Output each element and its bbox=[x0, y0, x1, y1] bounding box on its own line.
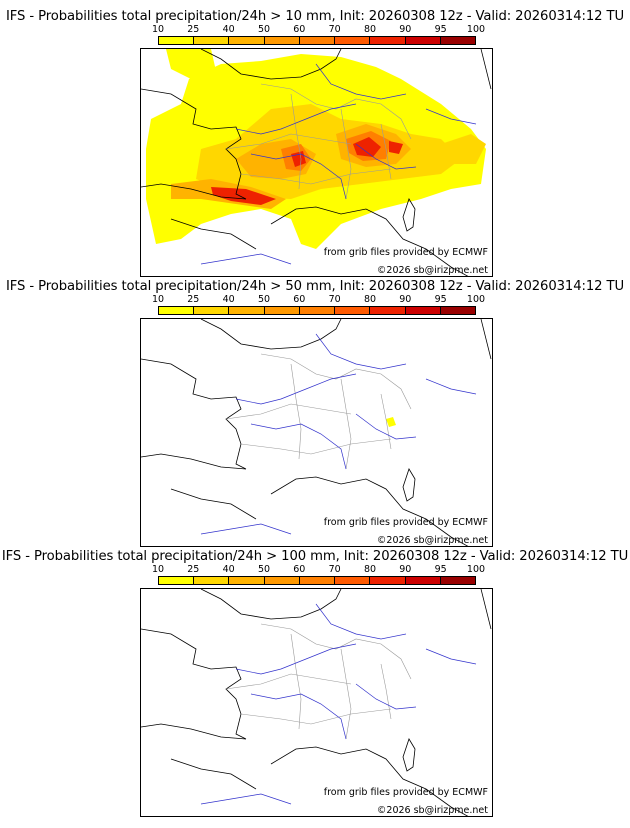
legend-swatch bbox=[405, 307, 441, 314]
legend-tick: 70 bbox=[328, 294, 341, 305]
panel-10mm: IFS - Probabilities total precipitation/… bbox=[0, 0, 630, 277]
legend-swatch bbox=[299, 37, 336, 44]
legend-tick: 100 bbox=[466, 294, 486, 305]
legend-swatch bbox=[194, 307, 230, 314]
legend-tick: 100 bbox=[466, 564, 486, 575]
legend-tick: 25 bbox=[187, 294, 200, 305]
legend-tick: 80 bbox=[363, 24, 377, 35]
credit-source: from grib files provided by ECMWF bbox=[323, 517, 488, 528]
map-canvas bbox=[141, 589, 492, 816]
legend-swatch bbox=[370, 307, 406, 314]
legend-swatch bbox=[264, 37, 300, 44]
legend-tick: 40 bbox=[222, 24, 235, 35]
legend-tick: 50 bbox=[257, 294, 271, 305]
legend-tick: 10 bbox=[151, 564, 165, 575]
country-borders bbox=[225, 353, 412, 470]
legend-colorbar bbox=[158, 576, 476, 585]
color-legend: 10 25 40 50 60 70 80 90 95 100 bbox=[140, 24, 485, 48]
legend-swatch bbox=[405, 577, 441, 584]
legend-tick: 40 bbox=[222, 564, 235, 575]
legend-swatch bbox=[159, 307, 195, 314]
legend-tick: 95 bbox=[434, 24, 447, 35]
legend-colorbar bbox=[158, 306, 476, 315]
precip-map: from grib files provided by ECMWF ©2026 … bbox=[140, 48, 493, 277]
legend-tick: 60 bbox=[293, 294, 306, 305]
legend-tick: 70 bbox=[328, 24, 341, 35]
coastlines bbox=[141, 589, 492, 816]
legend-swatch bbox=[440, 307, 475, 314]
legend-swatch bbox=[335, 307, 371, 314]
panel-title: IFS - Probabilities total precipitation/… bbox=[1, 549, 629, 564]
legend-tick: 40 bbox=[222, 294, 235, 305]
legend-tick: 60 bbox=[293, 24, 306, 35]
legend-swatch bbox=[264, 307, 300, 314]
legend-tick: 60 bbox=[293, 564, 306, 575]
legend-swatch bbox=[440, 577, 475, 584]
legend-swatch bbox=[194, 577, 230, 584]
credit-copyright: ©2026 sb@irizpme.net bbox=[376, 535, 488, 546]
credit-source: from grib files provided by ECMWF bbox=[323, 787, 488, 798]
legend-tick: 50 bbox=[257, 24, 271, 35]
color-legend: 10 25 40 50 60 70 80 90 95 100 bbox=[140, 564, 485, 588]
panel-title: IFS - Probabilities total precipitation/… bbox=[5, 279, 625, 294]
legend-swatch bbox=[159, 577, 195, 584]
legend-tick: 95 bbox=[434, 564, 447, 575]
legend-swatch bbox=[299, 307, 336, 314]
legend-tick: 70 bbox=[328, 564, 341, 575]
legend-swatch bbox=[299, 577, 336, 584]
coastlines bbox=[141, 319, 492, 546]
legend-swatch bbox=[229, 577, 265, 584]
legend-tick: 90 bbox=[399, 564, 412, 575]
credit-copyright: ©2026 sb@irizpme.net bbox=[376, 805, 488, 816]
precip-field bbox=[146, 49, 486, 249]
legend-swatch bbox=[370, 577, 406, 584]
legend-swatch bbox=[229, 307, 265, 314]
country-borders bbox=[225, 83, 412, 200]
precip-field bbox=[386, 417, 396, 427]
panel-100mm: IFS - Probabilities total precipitation/… bbox=[0, 540, 630, 817]
map-canvas bbox=[141, 319, 492, 546]
legend-tick: 80 bbox=[363, 564, 377, 575]
color-legend: 10 25 40 50 60 70 80 90 95 100 bbox=[140, 294, 485, 318]
credit-copyright: ©2026 sb@irizpme.net bbox=[376, 265, 488, 276]
legend-swatch bbox=[229, 37, 265, 44]
coastlines bbox=[141, 49, 492, 276]
legend-swatch bbox=[264, 577, 300, 584]
panel-50mm: IFS - Probabilities total precipitation/… bbox=[0, 270, 630, 547]
legend-swatch bbox=[159, 37, 195, 44]
rivers bbox=[200, 63, 477, 265]
map-canvas bbox=[141, 49, 492, 276]
legend-swatch bbox=[335, 577, 371, 584]
legend-tick: 50 bbox=[257, 564, 271, 575]
legend-tick: 90 bbox=[399, 294, 412, 305]
legend-tick: 10 bbox=[151, 24, 165, 35]
legend-swatch bbox=[335, 37, 371, 44]
legend-tick: 25 bbox=[187, 564, 200, 575]
legend-tick: 100 bbox=[466, 24, 486, 35]
credit-source: from grib files provided by ECMWF bbox=[323, 247, 488, 258]
legend-tick: 10 bbox=[151, 294, 165, 305]
legend-swatch bbox=[194, 37, 230, 44]
legend-swatch bbox=[440, 37, 475, 44]
panel-title: IFS - Probabilities total precipitation/… bbox=[5, 9, 625, 24]
rivers bbox=[200, 603, 477, 805]
legend-swatch bbox=[370, 37, 406, 44]
precip-map: from grib files provided by ECMWF ©2026 … bbox=[140, 318, 493, 547]
country-borders bbox=[225, 623, 412, 740]
legend-tick: 90 bbox=[399, 24, 412, 35]
legend-swatch bbox=[405, 37, 441, 44]
legend-tick: 80 bbox=[363, 294, 377, 305]
precip-map: from grib files provided by ECMWF ©2026 … bbox=[140, 588, 493, 817]
legend-tick: 25 bbox=[187, 24, 200, 35]
rivers bbox=[200, 333, 477, 535]
legend-colorbar bbox=[158, 36, 476, 45]
legend-tick: 95 bbox=[434, 294, 447, 305]
